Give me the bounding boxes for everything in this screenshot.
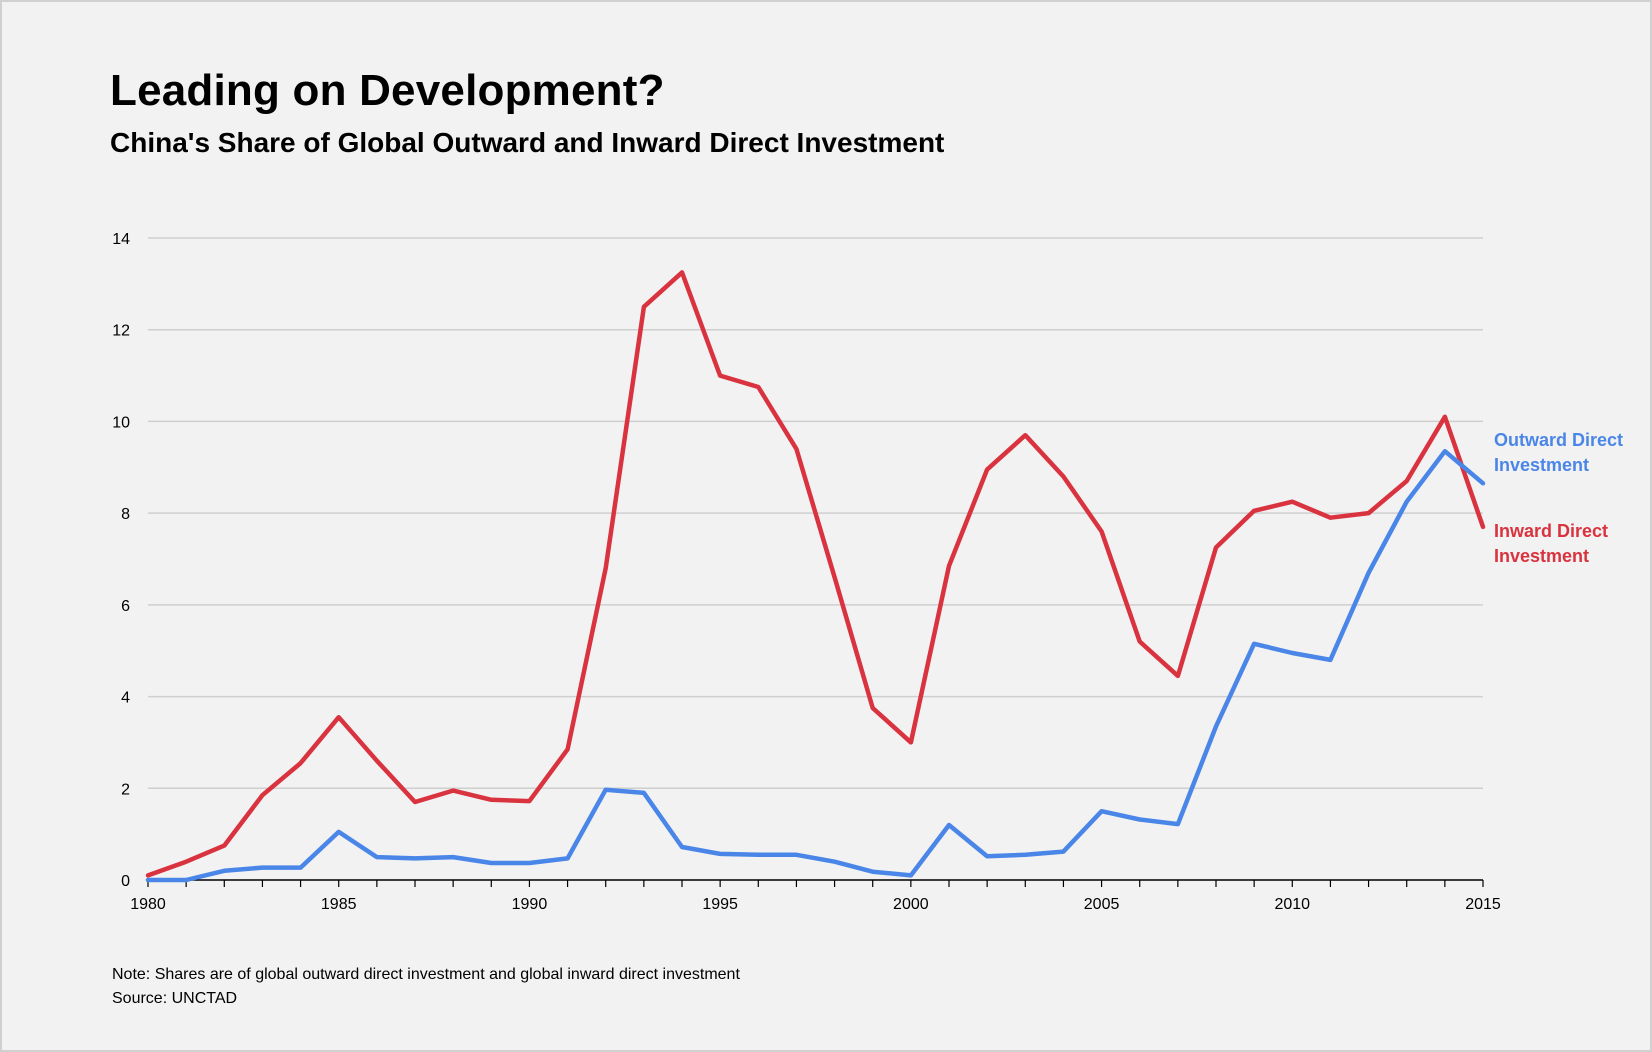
series-line-outward-direct-investment (145, 448, 1486, 883)
chart-source: Source: UNCTAD (112, 990, 238, 1007)
x-tick-label-2000: 2000 (893, 896, 929, 913)
x-tick-label-2010: 2010 (1274, 896, 1310, 913)
y-tick-label-12: 12 (112, 323, 130, 340)
x-tick-label-1995: 1995 (702, 896, 738, 913)
x-tick-label-2015: 2015 (1465, 896, 1501, 913)
x-tick-label-1980: 1980 (130, 896, 166, 913)
series-label-outward-direct-investment-1: Outward Direct (1494, 430, 1623, 450)
series-label-outward-direct-investment-2: Investment (1494, 455, 1589, 475)
series-label-inward-direct-investment-2: Investment (1494, 546, 1589, 566)
y-tick-label-6: 6 (121, 598, 130, 615)
x-tick-label-1985: 1985 (321, 896, 357, 913)
y-tick-label-2: 2 (121, 781, 130, 798)
series-label-inward-direct-investment-1: Inward Direct (1494, 521, 1608, 541)
y-tick-label-4: 4 (121, 690, 130, 707)
series-labels: Inward Direct Investment Outward Direct Inv… (1494, 430, 1623, 566)
y-tick-label-14: 14 (112, 231, 130, 248)
chart-title: Leading on Development? (110, 66, 665, 115)
series-lines (145, 270, 1486, 883)
x-tick-label-1990: 1990 (512, 896, 548, 913)
x-axis: 1980 1985 1990 1995 2000 2005 2010 2015 (130, 879, 1501, 913)
chart-subtitle: China's Share of Global Outward and Inwa… (110, 127, 945, 158)
x-tick-label-2005: 2005 (1084, 896, 1120, 913)
series-line-inward-direct-investment (145, 270, 1486, 878)
y-tick-label-0: 0 (121, 873, 130, 890)
chart-note: Note: Shares are of global outward direc… (112, 966, 740, 983)
y-tick-label-10: 10 (112, 414, 130, 431)
y-tick-label-8: 8 (121, 506, 130, 523)
y-axis: 0 2 4 6 8 10 12 14 (112, 231, 130, 890)
